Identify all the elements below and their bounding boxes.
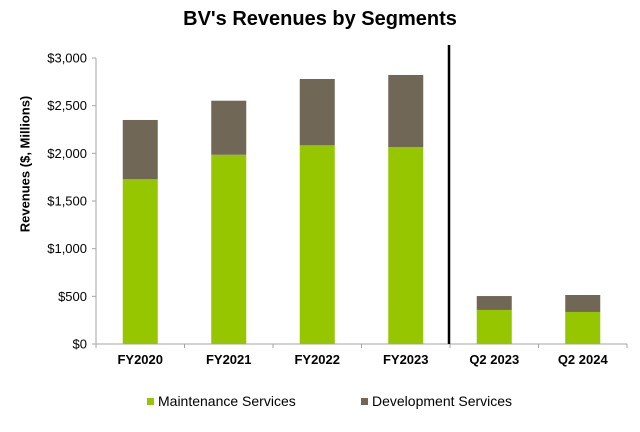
x-category-label: Q2 2023	[469, 352, 519, 367]
y-tick-label: $3,000	[47, 51, 87, 66]
legend-label-development: Development Services	[372, 393, 513, 409]
bar-segment-maintenance	[565, 311, 601, 344]
bar-segment-maintenance	[299, 145, 335, 344]
y-tick-label: $500	[58, 289, 87, 304]
legend: Maintenance Services Development Service…	[0, 393, 640, 411]
bar-segment-maintenance	[211, 154, 247, 344]
y-tick-label: $2,500	[47, 98, 87, 113]
legend-item-development: Development Services	[361, 393, 512, 409]
x-category-label: FY2023	[383, 352, 429, 367]
bar-segment-maintenance	[388, 147, 424, 344]
x-category-label: FY2020	[117, 352, 163, 367]
legend-swatch-maintenance	[147, 397, 154, 405]
legend-item-maintenance: Maintenance Services	[147, 393, 296, 409]
bar-segment-maintenance	[122, 179, 158, 344]
bar-segment-development	[388, 74, 424, 148]
chart-title: BV's Revenues by Segments	[183, 8, 457, 30]
bar-segment-development	[476, 296, 512, 310]
bar-segment-development	[299, 78, 335, 146]
bar-segment-development	[211, 100, 247, 155]
legend-label-maintenance: Maintenance Services	[158, 393, 296, 409]
y-tick-label: $1,500	[47, 194, 87, 209]
legend-swatch-development	[361, 397, 368, 405]
y-tick-label: $1,000	[47, 241, 87, 256]
y-tick-label: $2,000	[47, 146, 87, 161]
bar-segment-maintenance	[476, 309, 512, 344]
bar-segment-development	[122, 119, 158, 180]
x-category-label: Q2 2024	[558, 352, 609, 367]
x-category-label: FY2022	[294, 352, 340, 367]
x-category-label: FY2021	[206, 352, 252, 367]
bar-segment-development	[565, 294, 601, 312]
y-tick-label: $0	[73, 337, 87, 352]
